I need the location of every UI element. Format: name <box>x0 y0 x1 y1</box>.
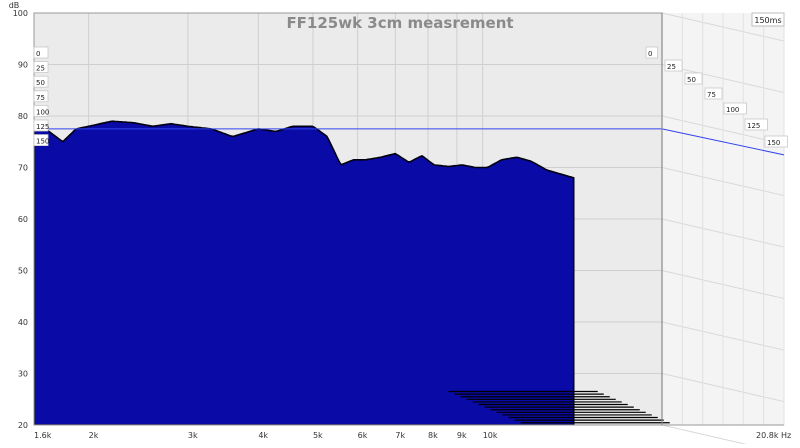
plot-frame <box>33 12 784 426</box>
waterfall-slices <box>34 120 676 425</box>
y-tick-label: 80 <box>18 112 28 121</box>
x-tick-label: 1.6k <box>34 431 52 440</box>
x-tick-label: 9k <box>457 431 467 440</box>
reference-line <box>34 128 785 156</box>
y-tick-label: 90 <box>18 61 28 70</box>
time-slice-box-left <box>33 105 49 117</box>
time-slice-label-right: 125 <box>747 122 760 130</box>
time-slice-box-right <box>704 87 723 100</box>
time-slice-box-right <box>664 59 683 72</box>
time-slice-box-right <box>723 102 747 115</box>
y-tick-label: 70 <box>18 164 28 173</box>
time-slice-label-left: 50 <box>36 79 45 87</box>
time-slice-label-right: 100 <box>726 106 739 114</box>
y-tick-label: 100 <box>13 9 28 18</box>
y-tick-label: 20 <box>18 421 28 430</box>
time-slice-box-left <box>33 46 49 59</box>
x-tick-label: 6k <box>358 431 368 440</box>
y-tick-label: 40 <box>18 318 28 327</box>
time-slice-box-left <box>33 134 49 147</box>
x-tick-label: 7k <box>395 431 405 440</box>
time-slice-label-left: 100 <box>36 108 49 116</box>
time-range-label: 150ms <box>754 16 781 25</box>
x-tick-label: 8k <box>428 431 438 440</box>
x-tick-label: 20.8k Hz <box>756 431 791 440</box>
time-slice-box-left <box>33 61 49 73</box>
time-slice-label-right: 150 <box>767 139 780 147</box>
x-tick-label: 2k <box>89 431 99 440</box>
x-tick-label: 5k <box>313 431 323 440</box>
time-slice-label-right: 0 <box>648 50 652 58</box>
time-slice-box-right <box>764 135 788 148</box>
time-slice-label-left: 125 <box>36 123 49 131</box>
slice-curve <box>34 120 575 425</box>
x-tick-label: 10k <box>483 431 498 440</box>
time-slice-box-right <box>744 118 768 131</box>
time-slice-label-left: 25 <box>36 65 45 73</box>
x-tick-label: 4k <box>258 431 268 440</box>
time-slice-label-right: 50 <box>687 76 696 84</box>
time-range-badge <box>751 12 785 27</box>
time-slice-box-left <box>33 90 49 103</box>
time-slice-box-left <box>33 119 49 132</box>
time-slice-label-left: 0 <box>36 50 40 58</box>
labels: 100 90 80 70 60 50 40 30 20 1.6k 2k 3k 4k 5k 6k 7k 8k 9k 1… <box>9 1 791 440</box>
time-slice-label-left: 150 <box>36 138 49 146</box>
time-slice-box-right <box>684 72 703 85</box>
x-tick-label: 3k <box>188 431 198 440</box>
y-tick-label: 50 <box>18 267 28 276</box>
y-tick-label: 30 <box>18 370 28 379</box>
time-slice-label-right: 25 <box>667 63 676 71</box>
time-slice-box-left <box>33 75 49 88</box>
side-grid-line <box>661 424 765 448</box>
y-axis-label: dB <box>9 1 20 10</box>
time-slice-label-right: 75 <box>707 91 716 99</box>
reference-line-side <box>661 128 785 156</box>
chart-title: FF125wk 3cm measrement <box>286 14 513 32</box>
time-slice-label-left: 75 <box>36 94 45 102</box>
y-tick-label: 60 <box>18 215 28 224</box>
time-slice-box-right <box>645 46 658 59</box>
